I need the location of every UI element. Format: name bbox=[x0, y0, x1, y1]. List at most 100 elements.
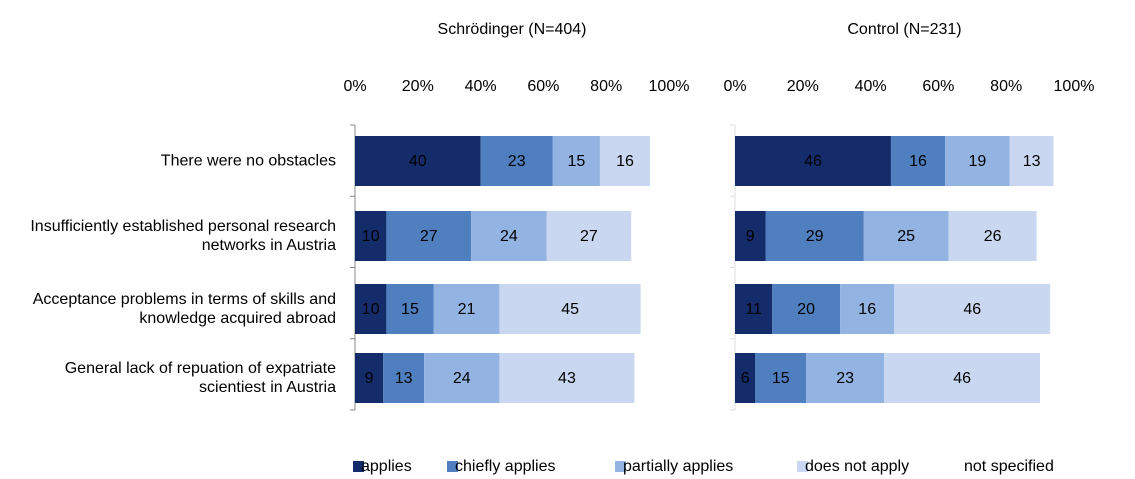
bar-segment bbox=[755, 353, 807, 403]
legend-swatch bbox=[615, 461, 626, 472]
data-label: 24 bbox=[500, 228, 518, 245]
data-label: 13 bbox=[395, 370, 413, 387]
bar-segment bbox=[634, 353, 669, 403]
legend-label: not specified bbox=[964, 458, 1054, 475]
x-tick-label: 0% bbox=[343, 78, 366, 95]
data-label: 9 bbox=[365, 370, 374, 387]
x-tick-label: 40% bbox=[465, 78, 497, 95]
x-tick-label: 60% bbox=[527, 78, 559, 95]
bar-segment bbox=[1053, 136, 1074, 186]
x-tick-label: 0% bbox=[723, 78, 746, 95]
legend-label: applies bbox=[361, 458, 412, 475]
bar-segment bbox=[355, 136, 481, 186]
bar-segment bbox=[1036, 211, 1074, 261]
data-label: 13 bbox=[1023, 153, 1041, 170]
bar-segment bbox=[890, 136, 946, 186]
bar-segment bbox=[499, 284, 641, 334]
bar-segment bbox=[471, 211, 547, 261]
bar-segment bbox=[552, 136, 600, 186]
bar-segment bbox=[735, 284, 773, 334]
chart-title: Schrödinger (N=404) bbox=[438, 21, 587, 38]
bar-segment bbox=[650, 136, 669, 186]
data-label: 27 bbox=[420, 228, 438, 245]
legend-label: partially applies bbox=[623, 458, 733, 475]
data-label: 15 bbox=[567, 153, 585, 170]
data-label: 26 bbox=[984, 228, 1002, 245]
bar-segment bbox=[386, 211, 472, 261]
bar-segment bbox=[735, 211, 766, 261]
data-label: 43 bbox=[558, 370, 576, 387]
data-label: 6 bbox=[741, 370, 750, 387]
data-label: 15 bbox=[401, 301, 419, 318]
data-label: 16 bbox=[616, 153, 634, 170]
x-tick-label: 20% bbox=[787, 78, 819, 95]
category-label: Insufficiently established personal rese… bbox=[30, 218, 336, 254]
data-label: 9 bbox=[746, 228, 755, 245]
category-label: General lack of repuation of expatriate … bbox=[64, 360, 336, 396]
x-tick-label: 60% bbox=[922, 78, 954, 95]
bar-segment bbox=[640, 284, 669, 334]
data-label: 46 bbox=[953, 370, 971, 387]
data-label: 45 bbox=[561, 301, 579, 318]
bar-segment bbox=[433, 284, 500, 334]
data-label: 29 bbox=[806, 228, 824, 245]
data-label: 46 bbox=[804, 153, 822, 170]
data-label: 20 bbox=[797, 301, 815, 318]
category-label: There were no obstacles bbox=[160, 152, 336, 170]
chart-title: Control (N=231) bbox=[847, 21, 961, 38]
bar-segment bbox=[765, 211, 864, 261]
bar-segment bbox=[386, 284, 434, 334]
data-label: 10 bbox=[362, 228, 380, 245]
bar-segment bbox=[546, 211, 632, 261]
bar-segment bbox=[355, 284, 387, 334]
bar-segment bbox=[884, 353, 1041, 403]
bar-segment bbox=[355, 353, 384, 403]
data-label: 25 bbox=[897, 228, 915, 245]
data-label: 19 bbox=[968, 153, 986, 170]
bar-segment bbox=[863, 211, 949, 261]
x-tick-label: 80% bbox=[990, 78, 1022, 95]
data-label: 21 bbox=[458, 301, 476, 318]
legend-label: chiefly applies bbox=[455, 458, 556, 475]
data-label: 16 bbox=[858, 301, 876, 318]
bar-segment bbox=[1050, 284, 1074, 334]
bar-segment bbox=[499, 353, 635, 403]
x-tick-label: 40% bbox=[855, 78, 887, 95]
bar-segment bbox=[599, 136, 651, 186]
bar-segment bbox=[355, 211, 387, 261]
x-tick-label: 80% bbox=[590, 78, 622, 95]
category-label: Acceptance problems in terms of skills a… bbox=[32, 291, 336, 327]
x-tick-label: 100% bbox=[1054, 78, 1095, 95]
data-label: 10 bbox=[362, 301, 380, 318]
legend-swatch bbox=[353, 461, 364, 472]
bar-segment bbox=[840, 284, 895, 334]
data-label: 27 bbox=[580, 228, 598, 245]
bar-segment bbox=[631, 211, 669, 261]
data-label: 46 bbox=[963, 301, 981, 318]
data-label: 15 bbox=[772, 370, 790, 387]
data-label: 40 bbox=[409, 153, 427, 170]
bar-segment bbox=[1040, 353, 1074, 403]
bar-segment bbox=[945, 136, 1010, 186]
bar-segment bbox=[735, 353, 756, 403]
bar-segment bbox=[383, 353, 425, 403]
legend-swatch bbox=[797, 461, 808, 472]
bar-segment bbox=[948, 211, 1037, 261]
bar-segment bbox=[772, 284, 841, 334]
x-tick-label: 100% bbox=[649, 78, 690, 95]
data-label: 23 bbox=[836, 370, 854, 387]
legend-swatch bbox=[956, 461, 967, 472]
bar-segment bbox=[480, 136, 553, 186]
bar-segment bbox=[424, 353, 500, 403]
bar-segment bbox=[735, 136, 891, 186]
legend-swatch bbox=[447, 461, 458, 472]
data-label: 23 bbox=[508, 153, 526, 170]
bar-segment bbox=[806, 353, 885, 403]
bar-segment bbox=[1009, 136, 1054, 186]
bar-segment bbox=[894, 284, 1051, 334]
data-label: 11 bbox=[745, 301, 762, 318]
legend-label: does not apply bbox=[805, 458, 909, 475]
data-label: 24 bbox=[453, 370, 471, 387]
x-tick-label: 20% bbox=[402, 78, 434, 95]
